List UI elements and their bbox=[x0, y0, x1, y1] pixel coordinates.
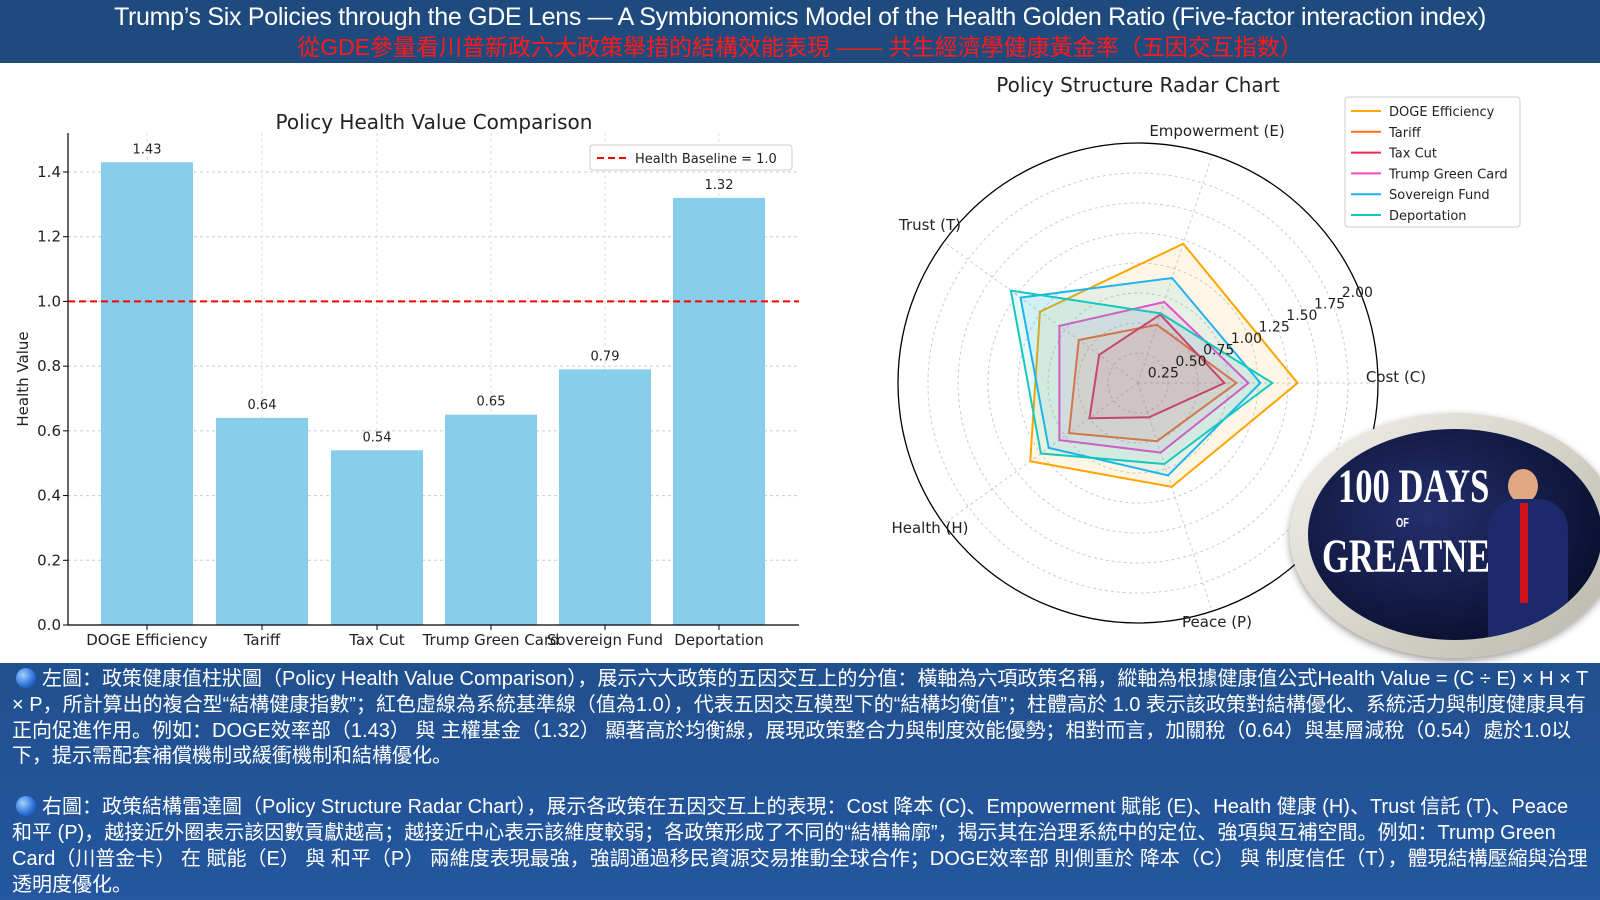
bar-doge-efficiency bbox=[101, 162, 193, 625]
radar-axis-label: Cost (C) bbox=[1366, 368, 1426, 386]
legend-label: Deportation bbox=[1389, 209, 1467, 224]
radar-tick-label: 1.75 bbox=[1314, 297, 1345, 313]
bar-chart-title: Policy Health Value Comparison bbox=[276, 110, 593, 134]
legend-box bbox=[589, 144, 793, 171]
radar-axis-label: Peace (P) bbox=[1182, 613, 1252, 631]
x-tick-label: Tariff bbox=[243, 631, 281, 649]
bar-sovereign-fund bbox=[559, 369, 651, 625]
radar-tick-label: 0.50 bbox=[1175, 354, 1206, 370]
radar-series-tax-cut bbox=[1088, 313, 1227, 420]
bar-data-label: 0.65 bbox=[477, 395, 506, 410]
x-tick-label: DOGE Efficiency bbox=[86, 631, 208, 649]
radar-spoke bbox=[1137, 154, 1213, 384]
bar-data-label: 0.64 bbox=[248, 398, 277, 413]
x-tick-label: Tax Cut bbox=[348, 631, 404, 649]
bullet-icon bbox=[16, 796, 36, 817]
description-right-chart: 右圖：政策結構雷達圖（Policy Structure Radar Chart）… bbox=[12, 796, 1588, 896]
y-axis-label: Health Value bbox=[14, 331, 32, 426]
legend-label: Tariff bbox=[1388, 126, 1422, 141]
charts-area: Policy Health Value Comparison 0.0 0.2 0.4 0… bbox=[0, 63, 1600, 663]
bar-tariff bbox=[216, 417, 308, 625]
legend-label: Trump Green Card bbox=[1388, 167, 1508, 182]
radar-chart-title: Policy Structure Radar Chart bbox=[996, 73, 1280, 97]
legend-box bbox=[1344, 96, 1521, 228]
photo-text: OF bbox=[1396, 515, 1410, 530]
radar-series-deportation bbox=[1009, 289, 1275, 466]
header-banner: Trump’s Six Policies through the GDE Len… bbox=[0, 0, 1600, 63]
legend-label: Sovereign Fund bbox=[1389, 188, 1490, 203]
bar-data-label: 0.79 bbox=[591, 349, 620, 364]
radar-chart: Policy Structure Radar Chart 0.250.500.75… bbox=[891, 73, 1521, 631]
y-tick-label: 0.4 bbox=[37, 487, 61, 505]
radar-spoke bbox=[1137, 382, 1213, 612]
person-figure bbox=[1488, 499, 1568, 640]
description-panel: 左圖：政策健康值柱狀圖（Policy Health Value Comparis… bbox=[0, 663, 1600, 900]
radar-axis-label: Health (H) bbox=[891, 519, 968, 537]
y-tick-label: 1.4 bbox=[37, 163, 61, 181]
radar-outer-ring bbox=[897, 142, 1379, 624]
x-tick-label: Sovereign Fund bbox=[547, 631, 663, 649]
title-english: Trump’s Six Policies through the GDE Len… bbox=[113, 3, 1487, 31]
description-left-chart: 左圖：政策健康值柱狀圖（Policy Health Value Comparis… bbox=[12, 668, 1588, 768]
bar-chart: Policy Health Value Comparison 0.0 0.2 0.4 0… bbox=[14, 110, 799, 649]
radar-tick-label: 0.75 bbox=[1203, 343, 1234, 359]
radar-tick-label: 1.25 bbox=[1259, 320, 1290, 336]
y-tick-label: 0.0 bbox=[37, 616, 61, 634]
y-tick-label: 0.8 bbox=[37, 357, 61, 375]
person-figure bbox=[1508, 469, 1538, 503]
bar-data-label: 0.54 bbox=[363, 430, 392, 445]
radar-series-tariff bbox=[1067, 323, 1239, 443]
bar-data-label: 1.32 bbox=[705, 178, 734, 193]
bar-tax-cut bbox=[331, 450, 423, 625]
x-tick-label: Deportation bbox=[674, 631, 763, 649]
bar-deportation bbox=[673, 197, 765, 625]
x-tick-label: Trump Green Card bbox=[422, 631, 560, 649]
radar-axis-label: Trust (T) bbox=[898, 216, 961, 234]
radar-tick-label: 0.25 bbox=[1148, 366, 1179, 382]
y-tick-label: 0.6 bbox=[37, 422, 61, 440]
radar-tick-label: 1.00 bbox=[1231, 331, 1262, 347]
legend-label: Tax Cut bbox=[1388, 147, 1437, 162]
photo-text: 100 DAYS bbox=[1338, 460, 1490, 513]
legend-label: DOGE Efficiency bbox=[1389, 105, 1495, 120]
radar-series-sovereign-fund bbox=[1019, 276, 1262, 477]
bar-trump-green-card bbox=[445, 414, 537, 625]
legend-label: Health Baseline = 1.0 bbox=[635, 152, 777, 167]
bar-data-label: 1.43 bbox=[133, 142, 162, 157]
radar-axis-label: Empowerment (E) bbox=[1149, 122, 1284, 140]
y-tick-label: 1.0 bbox=[37, 292, 61, 310]
hundred-days-photo: 100 DAYS OF GREATNESS bbox=[1290, 413, 1600, 658]
y-tick-label: 0.2 bbox=[37, 551, 61, 569]
bullet-icon bbox=[16, 668, 36, 688]
title-chinese: 從GDE參量看川普新政六大政策舉措的結構效能表現 —— 共生經濟學健康黃金率（五… bbox=[297, 34, 1303, 60]
radar-tick-label: 2.00 bbox=[1342, 285, 1373, 301]
radar-spoke bbox=[943, 241, 1139, 384]
y-tick-label: 1.2 bbox=[37, 228, 61, 246]
radar-tick-label: 1.50 bbox=[1286, 308, 1317, 324]
